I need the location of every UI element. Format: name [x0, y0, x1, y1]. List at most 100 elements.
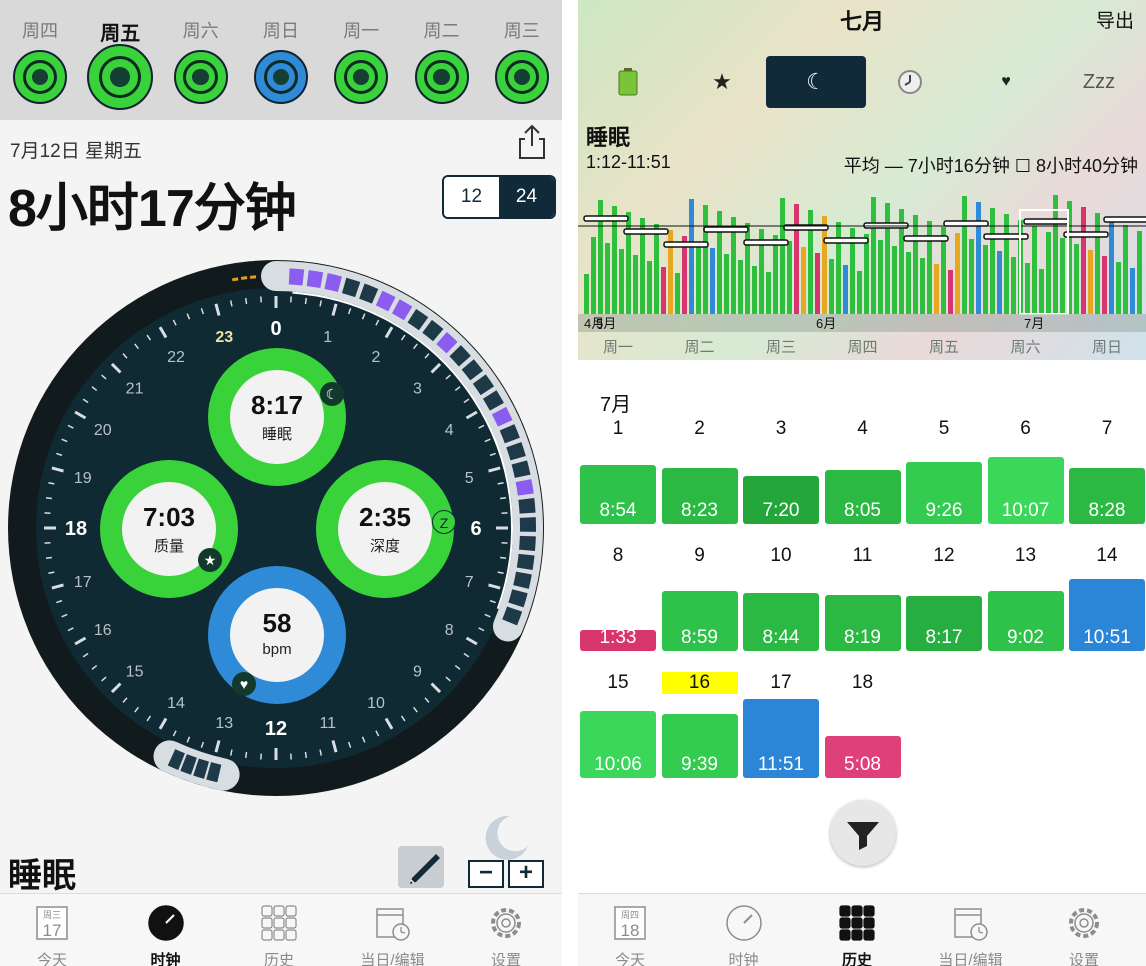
dial-tick [484, 438, 491, 443]
plus-button[interactable]: + [508, 860, 544, 888]
calendar-day[interactable]: 17 11:51 [741, 668, 821, 794]
week-day-label: 周日 [262, 21, 299, 41]
hour-label: 1 [323, 329, 332, 346]
calendar-day[interactable]: 12 8:17 [904, 541, 984, 667]
calendar-day[interactable]: 6 10:07 [985, 414, 1066, 540]
dial-tick [497, 482, 504, 485]
calendar-day-number: 6 [1020, 418, 1031, 439]
calendar-day[interactable]: 10 8:44 [741, 541, 821, 667]
calendar-day[interactable]: 4 8:05 [822, 414, 903, 540]
week-day-2[interactable]: 周六 [161, 0, 241, 120]
star-filter[interactable]: ★ [702, 56, 742, 108]
calendar-sleep-value: 11:51 [757, 754, 805, 775]
sleep-stage-block [516, 553, 535, 571]
sleep-duration-title: 8小时17分钟 [8, 180, 297, 238]
sleep-stage-block [422, 319, 444, 342]
clock-filter[interactable] [890, 56, 930, 108]
calendar-day[interactable]: 18 5:08 [822, 668, 903, 794]
toggle-24-hour[interactable]: 24 [499, 177, 554, 217]
dial-tick [412, 343, 418, 350]
zzz-filter[interactable]: Zzz [1074, 56, 1124, 108]
dial-tick [82, 652, 89, 658]
tab-gear[interactable]: 设置 [450, 894, 562, 966]
dial-tick [400, 334, 406, 341]
export-button[interactable]: 导出 [1095, 11, 1134, 32]
tab-grid[interactable]: 历史 [801, 894, 913, 966]
month-bar [794, 204, 799, 314]
sleep-average: 平均 — 7小时16分钟 ☐ 8小时40分钟 [843, 156, 1138, 176]
month-bar [738, 260, 743, 314]
moon-decoration-icon [485, 815, 528, 860]
svg-text:17: 17 [43, 921, 62, 940]
month-bar [906, 252, 911, 314]
calendar-day[interactable]: 14 10:51 [1067, 541, 1146, 667]
calendar-day[interactable]: 7 8:28 [1067, 414, 1146, 540]
calendar-day[interactable]: 3 7:20 [741, 414, 821, 540]
week-day-1[interactable]: 周五 [80, 0, 160, 120]
month-tick-label: 4月 [584, 316, 604, 331]
deep-sleep-bubble[interactable]: 2:35 深度 Z [316, 460, 456, 598]
calendar-day[interactable]: 5 9:26 [904, 414, 984, 540]
calendar-day[interactable]: 15 10:06 [578, 668, 658, 794]
heart-rate-bubble[interactable]: 58 bpm ♥ [208, 566, 346, 704]
edit-button[interactable] [398, 846, 444, 888]
tab-gear[interactable]: 设置 [1028, 894, 1140, 966]
month-bar [619, 249, 624, 314]
calendar-day[interactable]: 16 9:39 [659, 668, 740, 794]
weekly-average-marker [583, 215, 629, 222]
calendar-day[interactable]: 8 1:33 [578, 541, 658, 667]
clock-icon [147, 905, 184, 941]
calendar-day[interactable]: 9 8:59 [659, 541, 740, 667]
battery-filter[interactable] [608, 56, 648, 108]
tab-clock[interactable]: 时钟 [688, 894, 800, 966]
month-bar [773, 235, 778, 314]
heart-filter[interactable]: ♥ [986, 56, 1026, 108]
week-day-4[interactable]: 周一 [321, 0, 401, 120]
date-header: 7月12日 星期五 [10, 141, 142, 162]
sleep-bubble[interactable]: 8:17 睡眠 ☾ [208, 348, 346, 486]
month-bar [675, 273, 680, 314]
chart-section-label: 睡眠 [586, 125, 631, 150]
tab-label: 当日/编辑 [938, 952, 1003, 966]
sleep-stage-block [359, 283, 379, 304]
month-bar [668, 230, 673, 314]
calendar-day[interactable]: 2 8:23 [659, 414, 740, 540]
filter-button[interactable] [830, 800, 896, 866]
week-day-3[interactable]: 周日 [241, 0, 321, 120]
tab-clock[interactable]: 时钟 [110, 894, 222, 966]
dial-tick [91, 664, 98, 670]
week-day-0[interactable]: 周四 [0, 0, 80, 120]
toggle-12-hour[interactable]: 12 [444, 177, 499, 217]
calendar-day[interactable]: 13 9:02 [985, 541, 1066, 667]
tab-grid[interactable]: 历史 [223, 894, 335, 966]
hour-label: 4 [445, 422, 454, 439]
month-bar [1025, 263, 1030, 314]
tab-calendar-clock[interactable]: 当日/编辑 [337, 894, 449, 966]
moon-filter[interactable]: ☾ [766, 56, 866, 108]
week-day-5[interactable]: 周二 [402, 0, 482, 120]
day-summary-ring-icon [173, 50, 228, 104]
dial-tick [74, 636, 87, 646]
share-icon[interactable] [516, 124, 548, 160]
month-bar [843, 265, 848, 314]
dial-tick [67, 424, 74, 429]
day-summary-ring-icon [414, 50, 469, 104]
month-bar [920, 258, 925, 314]
tab-calendar-day[interactable]: 周四 18 今天 [578, 894, 686, 966]
dial-tick [445, 676, 451, 682]
dial-tick [430, 362, 442, 374]
quality-bubble[interactable]: 7:03 质量 ★ [100, 460, 238, 598]
minus-button[interactable]: − [468, 860, 504, 888]
calendar-day[interactable]: 11 8:19 [822, 541, 903, 667]
tab-calendar-clock[interactable]: 当日/编辑 [915, 894, 1027, 966]
calendar-day[interactable]: 1 8:54 [578, 414, 658, 540]
week-day-6[interactable]: 周三 [482, 0, 562, 120]
month-bar [1053, 195, 1058, 314]
calendar-sleep-bar: 8:23 [661, 468, 738, 524]
tab-calendar-day[interactable]: 周三 17 今天 [0, 894, 108, 966]
dial-tick [347, 308, 352, 315]
weekday-label: 周一 [602, 339, 633, 356]
dial-tick [56, 599, 63, 604]
